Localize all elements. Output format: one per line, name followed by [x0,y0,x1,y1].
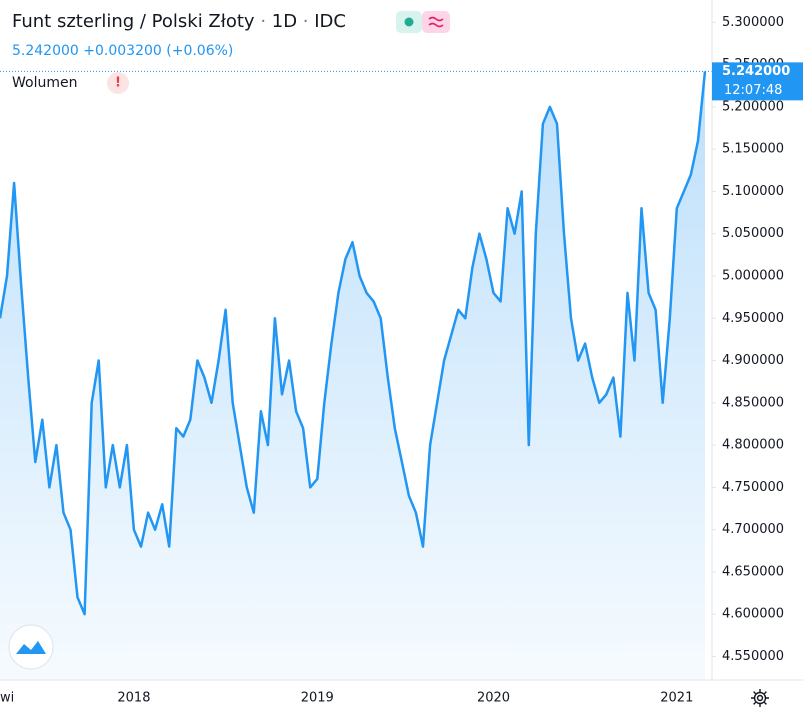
status-dot [404,17,414,27]
x-tick-label: wi [0,691,14,706]
y-tick-label: 4.850000 [722,395,784,410]
symbol-title: Funt szterling / Polski Złoty · 1D · IDC [12,11,346,32]
countdown-label: 12:07:48 [724,83,782,98]
logo[interactable] [8,624,54,670]
x-tick-label: 2021 [660,691,693,706]
x-tick-label: 2020 [477,691,510,706]
y-tick-label: 5.150000 [722,142,784,157]
indicator-label[interactable]: Wolumen [12,75,77,91]
warning-badge[interactable] [107,72,129,94]
warning-icon: ! [115,76,121,91]
y-tick-label: 4.800000 [722,438,784,453]
y-tick-label: 4.600000 [722,607,784,622]
last-price-label: 5.242000 [722,64,790,79]
area-fill [0,71,705,680]
y-tick-label: 5.200000 [722,99,784,114]
x-tick-label: 2018 [117,691,150,706]
delay-badge[interactable] [422,11,450,33]
price-header: 5.242000 +0.003200 (+0.06%) [12,43,233,59]
y-tick-label: 4.950000 [722,311,784,326]
last-price-tag [712,62,803,101]
delay-icon [428,16,444,28]
y-tick-label: 5.050000 [722,226,784,241]
y-tick-label: 4.650000 [722,564,784,579]
y-tick-label: 5.300000 [722,15,784,30]
y-tick-label: 4.550000 [722,649,784,664]
settings-icon[interactable] [751,689,769,707]
price-line [0,71,707,616]
x-tick-label: 2019 [301,691,334,706]
y-tick-label: 4.900000 [722,353,784,368]
y-tick-label: 4.750000 [722,480,784,495]
y-tick-label: 5.100000 [722,184,784,199]
logo-icon [16,641,46,654]
y-tick-label: 5.000000 [722,268,784,283]
y-tick-label: 4.700000 [722,522,784,537]
